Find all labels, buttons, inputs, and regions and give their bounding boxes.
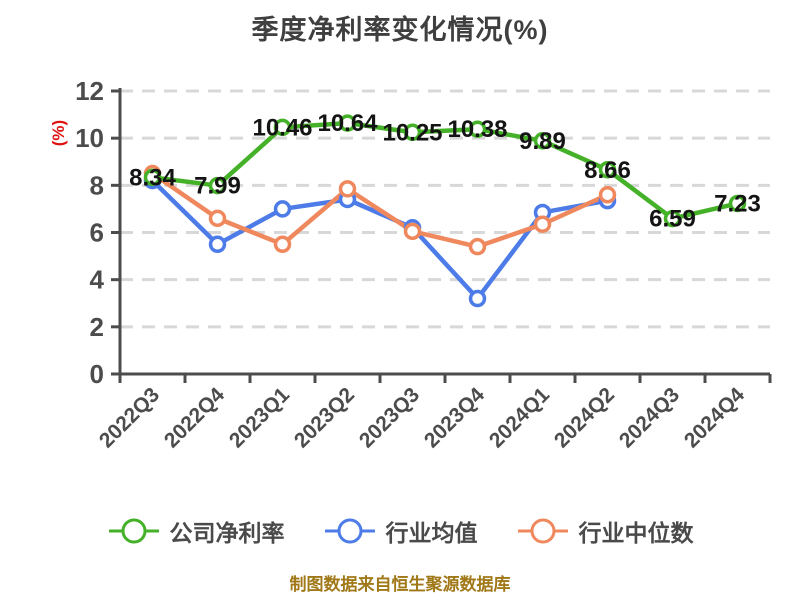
x-axis-tick-label: 2024Q3 <box>615 383 684 452</box>
data-point-marker <box>533 215 552 233</box>
data-point-label: 7.99 <box>194 173 241 200</box>
data-point-marker <box>468 120 487 138</box>
series-line-2 <box>150 171 610 249</box>
y-axis-tick-label: 4 <box>90 265 105 295</box>
data-point-marker <box>338 180 357 198</box>
data-point-label: 7.23 <box>714 190 761 217</box>
data-point-label: 9.89 <box>519 128 566 155</box>
data-point-marker <box>273 235 292 254</box>
data-point-label: 8.34 <box>129 164 176 191</box>
legend-item-company[interactable]: 公司净利率 <box>107 514 285 548</box>
legend-circle <box>530 518 555 544</box>
x-axis-tick-label: 2024Q4 <box>680 383 749 452</box>
data-point-marker <box>208 176 227 195</box>
data-point-label: 10.25 <box>382 119 442 146</box>
data-point-marker <box>403 222 422 241</box>
y-axis-tick-label: 8 <box>90 170 104 200</box>
data-point-marker <box>663 209 682 228</box>
x-axis-tick-label: 2024Q1 <box>485 383 554 452</box>
x-axis-tick-label: 2023Q3 <box>355 383 424 452</box>
legend-label-industry-avg: 行业均值 <box>385 520 478 546</box>
data-point-marker <box>468 289 487 308</box>
data-point-marker <box>143 168 162 187</box>
data-point-marker <box>208 235 227 254</box>
series-markers-2 <box>143 164 617 256</box>
y-axis-tick-label: 2 <box>90 312 104 342</box>
x-axis-tick-label: 2023Q4 <box>420 383 489 452</box>
series-markers-0 <box>143 114 747 228</box>
data-point-marker <box>728 194 747 213</box>
data-point-marker <box>273 200 292 218</box>
series-line-0 <box>150 120 740 221</box>
x-axis-tick-label: 2022Q3 <box>95 383 164 452</box>
legend-item-industry-median[interactable]: 行业中位数 <box>516 514 694 548</box>
legend-marker-industry-median-icon <box>517 518 568 544</box>
legend-circle <box>337 518 362 544</box>
data-point-marker <box>273 118 292 137</box>
series-point-labels-0: 8.34 7.99 10.46 10.64 10.25 10.38 9.89 8.66 6.59… <box>129 110 761 233</box>
legend: 公司净利率 行业均值 行业中位数 <box>0 514 800 548</box>
legend-marker-company-icon <box>108 518 159 544</box>
data-point-label: 10.46 <box>252 114 312 141</box>
y-axis: 0 2 4 6 8 10 12 <box>75 76 120 389</box>
data-point-marker <box>338 114 357 132</box>
data-point-marker <box>598 186 617 204</box>
data-point-marker <box>533 132 552 150</box>
data-point-label: 8.66 <box>584 157 631 184</box>
data-point-label: 6.59 <box>649 206 696 233</box>
line-chart[interactable]: 024681012(%)2022Q32022Q42023Q12023Q22023… <box>0 0 800 512</box>
x-axis: 2022Q32022Q42023Q12023Q22023Q32023Q42024… <box>95 374 772 452</box>
x-axis-tick-label: 2023Q2 <box>290 383 359 452</box>
data-point-label: 10.38 <box>447 116 507 143</box>
legend-item-industry-avg[interactable]: 行业均值 <box>323 514 478 548</box>
y-axis-tick-label: 6 <box>90 218 104 248</box>
data-point-marker <box>403 123 422 142</box>
chart-title: 季度净利率变化情况(%) <box>251 15 549 45</box>
legend-circle <box>121 518 146 544</box>
x-axis-tick-label: 2023Q1 <box>225 383 294 452</box>
legend-marker-industry-avg-icon <box>324 518 375 544</box>
data-source-note: 制图数据来自恒生聚源数据库 <box>289 575 511 594</box>
x-axis-tick-label: 2024Q2 <box>550 383 619 452</box>
data-point-label: 10.64 <box>317 110 378 137</box>
y-axis-tick-label: 12 <box>75 76 104 106</box>
y-axis-tick-label: 10 <box>75 123 104 153</box>
x-axis-tick-label: 2022Q4 <box>160 383 229 452</box>
y-axis-tick-label: 0 <box>90 359 104 389</box>
data-point-marker <box>598 161 617 179</box>
legend-label-company: 公司净利率 <box>169 520 285 546</box>
data-point-marker <box>468 237 487 256</box>
legend-label-industry-median: 行业中位数 <box>578 520 694 546</box>
y-axis-title: (%) <box>49 120 68 146</box>
data-point-marker <box>208 209 227 228</box>
